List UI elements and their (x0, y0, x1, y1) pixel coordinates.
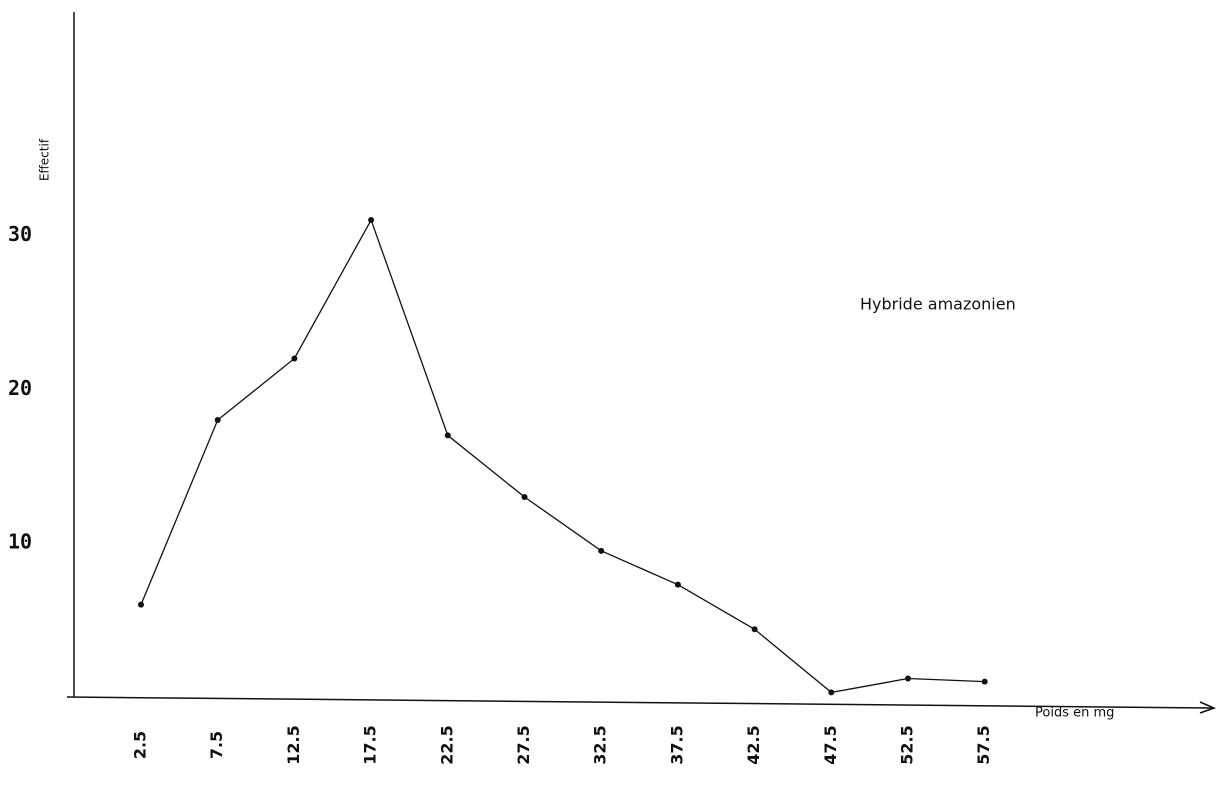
x-tick-label: 22.5 (437, 725, 456, 764)
data-point (214, 417, 221, 424)
x-tick-label: 2.5 (131, 731, 150, 759)
x-axis (66, 696, 1213, 709)
annotation: Hybride amazonien (860, 295, 1016, 314)
data-point (138, 601, 144, 608)
x-tick-label: 37.5 (667, 725, 686, 764)
data-point (291, 355, 298, 362)
data-point (368, 217, 375, 224)
data-point (751, 626, 758, 633)
data-point (521, 493, 528, 500)
x-tick-label: 27.5 (514, 725, 533, 764)
x-axis-arrow (1199, 701, 1217, 714)
data-point (828, 689, 835, 696)
x-tick-label: 57.5 (974, 725, 993, 764)
x-tick-label: 47.5 (821, 725, 840, 764)
data-point (444, 432, 451, 439)
data-point (674, 581, 681, 588)
y-tick-label: 20 (8, 376, 32, 400)
x-tick-label: 52.5 (898, 725, 917, 764)
data-point (981, 678, 988, 685)
x-tick-label: 17.5 (361, 725, 380, 764)
x-tick-label: 7.5 (207, 731, 226, 759)
y-tick-label: 10 (8, 530, 32, 554)
data-line (140, 218, 985, 694)
x-tick-label: 12.5 (284, 725, 303, 764)
x-tick-label: 42.5 (744, 725, 763, 764)
data-point (905, 675, 911, 682)
x-tick-label: 32.5 (591, 725, 610, 764)
y-tick-label: 30 (8, 222, 32, 246)
x-axis-label: Poids en mg (1035, 706, 1114, 721)
data-point (598, 547, 605, 554)
y-axis-label: Effectif (38, 138, 52, 181)
